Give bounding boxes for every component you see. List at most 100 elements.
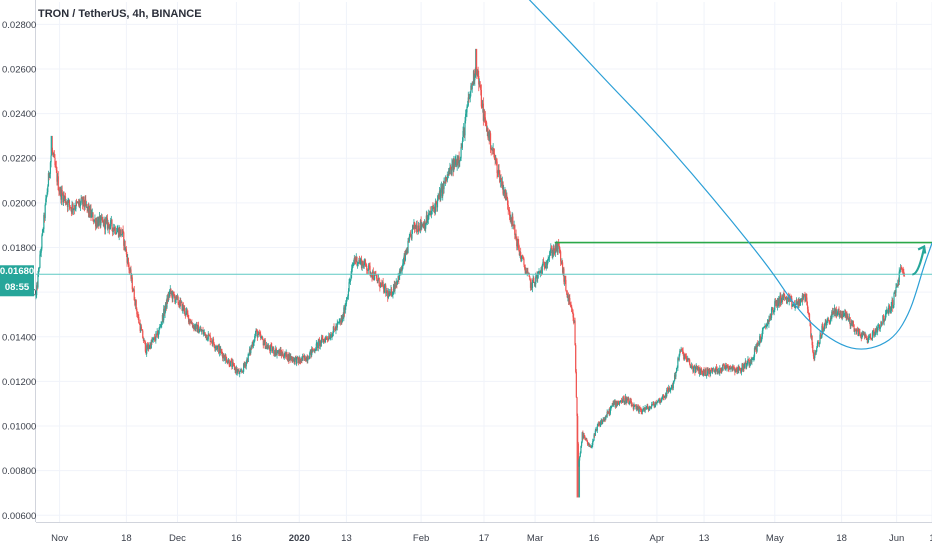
candle [806,293,808,306]
candle [598,421,600,426]
candle [96,216,99,228]
candle [629,398,631,404]
candle [570,301,572,309]
candle [816,340,818,349]
candle [562,267,564,277]
candle [667,387,669,395]
candle [109,223,111,230]
candle [52,150,54,157]
candle [643,408,645,411]
candle [637,405,639,412]
candle [673,380,675,385]
candle [727,364,729,372]
candle [110,215,112,225]
candle [653,403,655,409]
candle [91,209,93,218]
candle [197,321,200,334]
candle [406,247,408,255]
candle [243,362,245,374]
candle [414,224,416,230]
candle [188,314,190,325]
candle [571,308,574,314]
candle [204,332,206,336]
candle [385,287,388,297]
candle [868,336,870,338]
candle [129,267,131,275]
candle [278,348,280,355]
candle [180,300,183,304]
candle [42,227,44,233]
candle [381,280,384,287]
candle [603,416,606,422]
candle [613,399,615,405]
candle [360,257,362,266]
candle [721,364,724,372]
candle [281,349,283,359]
candle [884,315,886,322]
candle [463,123,465,137]
candle [212,337,214,348]
candle [806,301,809,314]
candle [140,323,142,333]
candle [148,342,150,352]
candle [75,200,77,212]
candle [269,347,271,354]
candle [829,320,831,325]
candle [277,350,279,354]
candle [723,363,725,366]
candle [142,336,145,343]
candle [47,184,49,195]
candle [867,334,870,343]
candle [751,357,754,361]
candle [55,161,57,169]
candle [214,344,216,352]
candle [649,406,651,409]
candle [36,282,38,298]
y-tick-label: 0.02800 [2,20,36,31]
candle [365,262,367,267]
candle [691,362,693,370]
candle [859,328,861,337]
candle [156,328,158,336]
candle [819,330,821,345]
candle [412,225,414,230]
candle [341,314,343,325]
candle [85,194,87,207]
candle [404,251,406,265]
candle [409,232,411,237]
candle [474,48,477,79]
candle [353,254,355,266]
candle [559,246,561,254]
candle [890,301,892,314]
candle [687,355,689,363]
candle [835,308,837,317]
x-tick-label: 17 [479,533,490,544]
candle [133,285,135,301]
candle [720,368,722,374]
candle [778,295,780,308]
candle [665,392,667,399]
candle [134,296,136,307]
candle [588,442,590,447]
candle [189,319,192,324]
candle [169,289,171,298]
candle [883,318,885,326]
candle [664,392,667,400]
candle [108,224,110,235]
candle [70,207,72,217]
candle [377,279,379,284]
candle [362,260,364,266]
candle [822,327,824,333]
candle [229,360,232,367]
candle [745,360,747,370]
candle [57,171,59,191]
candle [189,318,191,326]
candle [580,441,583,448]
candle [478,78,481,87]
candle [888,303,890,316]
candle [39,250,41,269]
candle [697,366,699,372]
candle [672,380,674,391]
candle [451,159,454,168]
